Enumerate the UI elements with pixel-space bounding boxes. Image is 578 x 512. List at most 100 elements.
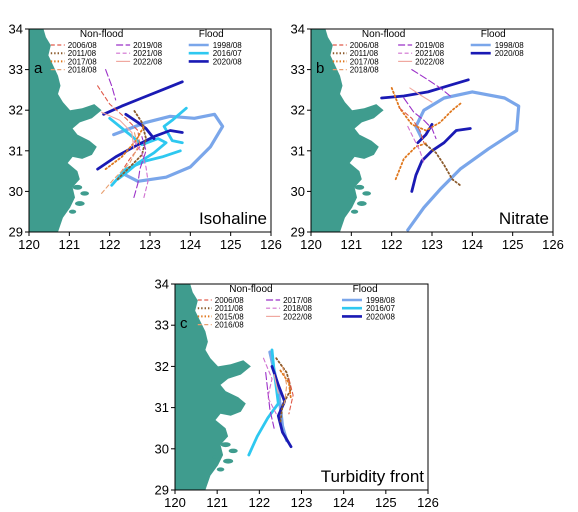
island <box>228 448 238 454</box>
x-tick-label: 124 <box>461 237 483 252</box>
x-tick-label: 121 <box>206 495 228 510</box>
front-line-7 <box>425 143 462 187</box>
x-tick-label: 121 <box>340 237 362 252</box>
x-tick-label: 124 <box>179 237 201 252</box>
front-line-14 <box>101 111 135 150</box>
legend-header-flood: Flood <box>353 284 378 295</box>
island <box>74 201 85 207</box>
panel-letter: b <box>316 60 324 77</box>
panel-name: Turbidity front <box>321 467 425 486</box>
y-tick-label: 30 <box>291 184 305 199</box>
x-tick-label: 125 <box>502 237 524 252</box>
panel-a: 120 121 122 123 124 125 126 29 30 31 32 33 34 a Isohal… <box>9 22 282 253</box>
island <box>354 184 365 190</box>
legend-label: 2021/08 <box>133 49 162 58</box>
front-line-8 <box>97 85 141 172</box>
y-tick-label: 32 <box>291 103 305 118</box>
legend-label: 2022/08 <box>415 57 444 66</box>
x-tick-label: 123 <box>291 495 313 510</box>
x-tick-label: 124 <box>333 495 355 510</box>
front-line-7 <box>265 372 275 429</box>
x-tick-label: 120 <box>300 237 322 252</box>
island <box>356 201 367 207</box>
land-mass <box>175 284 251 490</box>
x-tick-label: 125 <box>220 237 242 252</box>
front-line-10 <box>407 125 425 164</box>
front-line-12 <box>133 136 147 199</box>
legend-label: 2015/08 <box>215 312 244 321</box>
y-tick-label: 30 <box>155 441 169 456</box>
legend-label: 2020/08 <box>213 57 242 66</box>
front-line-8 <box>262 357 277 415</box>
x-tick-label: 126 <box>417 495 439 510</box>
front-line-2 <box>108 116 168 181</box>
x-tick-label: 123 <box>421 237 443 252</box>
legend-label: 2011/08 <box>350 49 379 58</box>
y-tick-label: 32 <box>9 103 23 118</box>
legend-header-nonflood: Non-flood <box>362 29 405 40</box>
front-line-2 <box>247 348 280 457</box>
front-line-1 <box>112 112 225 183</box>
front-line-10 <box>273 374 279 394</box>
land-mass <box>29 29 102 232</box>
x-tick-label: 125 <box>375 495 397 510</box>
front-line-1 <box>406 90 521 232</box>
y-tick-label: 30 <box>9 184 23 199</box>
legend-label: 2020/08 <box>366 312 395 321</box>
island <box>362 191 372 196</box>
front-line-3 <box>410 127 472 193</box>
x-tick-label: 120 <box>164 495 186 510</box>
front-line-6 <box>288 378 294 415</box>
legend-label: 2011/08 <box>68 49 97 58</box>
y-tick-label: 32 <box>155 359 169 374</box>
x-tick-label: 122 <box>381 237 403 252</box>
island <box>64 197 71 202</box>
front-line-5 <box>279 369 292 401</box>
front-line-9 <box>116 109 147 181</box>
island <box>220 442 231 448</box>
island <box>216 467 225 472</box>
panel-name: Isohaline <box>199 209 267 228</box>
x-tick-label: 122 <box>248 495 270 510</box>
panel-letter: a <box>34 60 43 77</box>
legend-label: 1998/08 <box>213 41 242 50</box>
legend-label: 2017/08 <box>283 296 312 305</box>
y-tick-label: 34 <box>155 277 169 292</box>
y-tick-label: 34 <box>9 22 23 37</box>
x-tick-label: 126 <box>542 237 564 252</box>
y-tick-label: 29 <box>155 483 169 498</box>
legend-label: 2019/08 <box>133 41 162 50</box>
panel-letter: c <box>180 315 188 332</box>
front-line-9 <box>403 97 437 140</box>
front-line-13 <box>133 140 149 199</box>
x-tick-label: 120 <box>18 237 40 252</box>
island <box>80 191 90 196</box>
y-tick-label: 31 <box>9 143 23 158</box>
island <box>212 455 219 459</box>
front-line-3 <box>162 106 188 145</box>
legend-label: 2020/08 <box>495 49 524 58</box>
legend-label: 2017/08 <box>68 57 97 66</box>
island <box>72 184 83 190</box>
legend-label: 2006/08 <box>350 41 379 50</box>
legend-label: 2022/08 <box>283 312 312 321</box>
front-line-6 <box>394 141 429 181</box>
legend-header-flood: Flood <box>199 29 224 40</box>
island <box>223 458 234 464</box>
land-mass <box>311 29 384 232</box>
legend-label: 2016/07 <box>213 49 242 58</box>
x-tick-label: 121 <box>58 237 80 252</box>
legend-label: 2018/08 <box>68 66 97 75</box>
y-tick-label: 31 <box>291 143 305 158</box>
front-line-10 <box>104 125 145 170</box>
legend-label: 2016/08 <box>215 321 244 330</box>
panel-name: Nitrate <box>499 209 549 228</box>
front-line-12 <box>409 87 433 103</box>
island <box>68 209 77 214</box>
x-tick-label: 123 <box>139 237 161 252</box>
legend-label: 2016/07 <box>366 304 395 313</box>
front-line-15 <box>105 69 117 101</box>
island <box>350 209 359 214</box>
legend-label: 2017/08 <box>350 57 379 66</box>
